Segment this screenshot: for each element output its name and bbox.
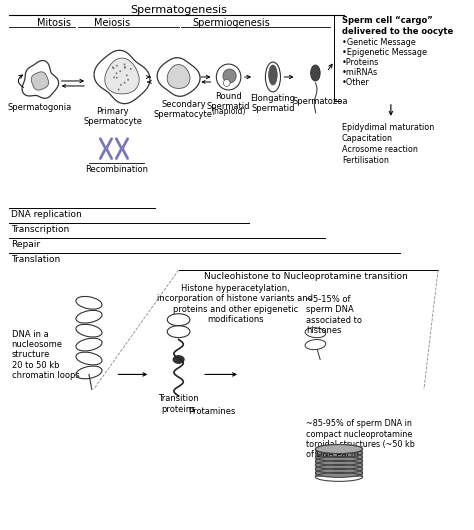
Text: •Other: •Other (342, 78, 370, 87)
Text: Sperm cell “cargo”
delivered to the oocyte: Sperm cell “cargo” delivered to the oocy… (342, 16, 453, 36)
Text: Histone hyperacetylation,
incorporation of histone variants and
proteins and oth: Histone hyperacetylation, incorporation … (157, 284, 313, 324)
Circle shape (116, 72, 118, 74)
Text: •Genetic Message: •Genetic Message (342, 38, 416, 47)
Polygon shape (167, 65, 190, 89)
Text: Spermatozoa: Spermatozoa (292, 97, 348, 106)
Text: Secondary
Spermatocyte: Secondary Spermatocyte (154, 100, 213, 119)
Text: ~85-95% of sperm DNA in
compact nucleoprotamine
toroidal structures (~50 kb
of D: ~85-95% of sperm DNA in compact nucleopr… (306, 419, 415, 460)
Ellipse shape (269, 65, 277, 85)
Ellipse shape (265, 62, 281, 92)
Ellipse shape (310, 65, 320, 81)
Text: Epidydimal maturation: Epidydimal maturation (342, 123, 434, 132)
Circle shape (126, 74, 128, 76)
Circle shape (113, 76, 115, 78)
Text: Meiosis: Meiosis (94, 19, 130, 28)
Text: Repair: Repair (11, 240, 40, 249)
Text: Protamines: Protamines (188, 407, 236, 416)
Ellipse shape (315, 445, 363, 454)
Text: Elongating
Spermatid: Elongating Spermatid (250, 94, 295, 113)
Text: Transcription: Transcription (11, 225, 69, 234)
Text: Recombination: Recombination (85, 164, 148, 173)
Circle shape (216, 64, 241, 90)
Circle shape (130, 68, 132, 70)
Text: •Proteins: •Proteins (342, 58, 379, 67)
Text: Mitosis: Mitosis (37, 19, 71, 28)
Circle shape (116, 77, 118, 78)
Text: Fertilisation: Fertilisation (342, 156, 389, 165)
Polygon shape (22, 60, 59, 99)
Circle shape (116, 65, 118, 67)
Text: Acrosome reaction: Acrosome reaction (342, 145, 418, 154)
Circle shape (112, 66, 114, 68)
Polygon shape (157, 58, 200, 96)
Text: (haploid): (haploid) (211, 107, 246, 116)
Bar (315, 449, 363, 477)
Circle shape (124, 66, 126, 68)
Circle shape (119, 70, 121, 72)
Polygon shape (94, 50, 150, 104)
Text: ~5-15% of
sperm DNA
associated to
histones: ~5-15% of sperm DNA associated to histon… (306, 295, 362, 335)
Text: DNA replication: DNA replication (11, 210, 82, 219)
Text: Primary
Spermatocyte: Primary Spermatocyte (83, 107, 142, 126)
Circle shape (124, 67, 126, 69)
Circle shape (223, 69, 236, 83)
Text: Nucleohistone to Nucleoprotamine transition: Nucleohistone to Nucleoprotamine transit… (204, 272, 408, 281)
Polygon shape (105, 58, 139, 94)
Circle shape (118, 89, 119, 91)
Circle shape (120, 84, 122, 86)
Circle shape (124, 64, 126, 65)
Text: DNA in a
nucleosome
structure
20 to 50 kb
chromatin loops: DNA in a nucleosome structure 20 to 50 k… (11, 330, 79, 380)
Circle shape (124, 82, 126, 84)
Circle shape (113, 67, 115, 69)
Text: Spermatogonia: Spermatogonia (8, 103, 72, 112)
Text: Round
Spermatid: Round Spermatid (207, 92, 250, 111)
Text: •Epigenetic Message: •Epigenetic Message (342, 48, 427, 57)
Circle shape (223, 80, 230, 86)
Circle shape (127, 79, 129, 81)
Ellipse shape (173, 356, 184, 364)
Text: Spermiogenesis: Spermiogenesis (193, 19, 271, 28)
Text: Spermatogenesis: Spermatogenesis (130, 5, 227, 15)
Text: Capacitation: Capacitation (342, 134, 393, 143)
Text: •miRNAs: •miRNAs (342, 68, 378, 77)
Polygon shape (31, 72, 48, 90)
Text: Transition
proteins: Transition proteins (158, 394, 199, 414)
Text: Translation: Translation (11, 255, 60, 264)
